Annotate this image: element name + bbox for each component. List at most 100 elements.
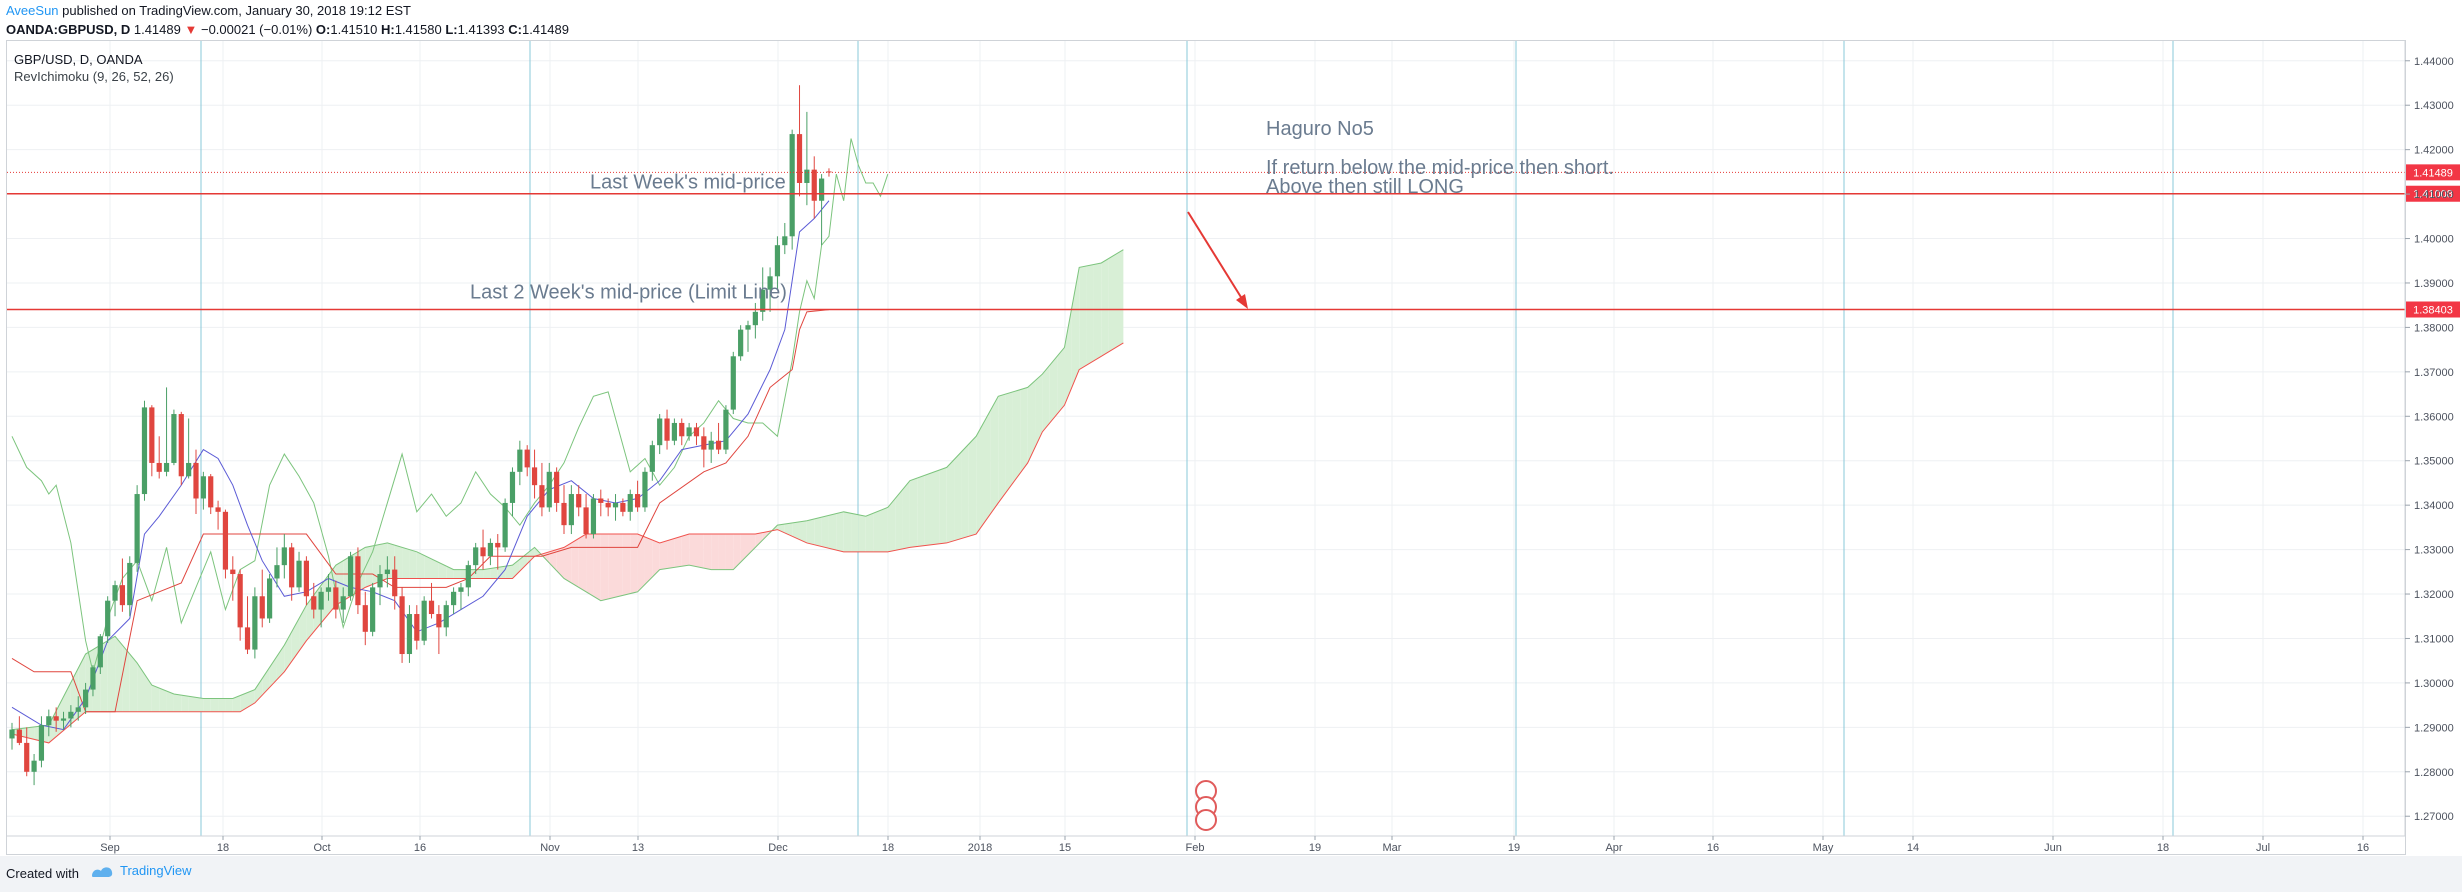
candle-body [554, 471, 560, 503]
candle-body [244, 627, 251, 650]
chart-legend-title[interactable]: GBP/USD, D, OANDA [14, 52, 143, 67]
candle-body [443, 605, 449, 628]
candle-body [90, 667, 96, 690]
price-axis-label: 1.37000 [2414, 367, 2454, 379]
time-axis-label: Jul [2256, 842, 2270, 854]
kumo-cloud [939, 467, 947, 544]
candle-body [745, 325, 751, 330]
kumo-cloud [262, 667, 270, 696]
kumo-cloud [681, 534, 690, 567]
kumo-cloud [505, 565, 513, 579]
candle-body [583, 507, 589, 535]
candle-body [598, 498, 604, 503]
candle-body [767, 276, 773, 290]
price-label-bg [2406, 301, 2460, 318]
current-price-label-bg [2406, 164, 2460, 181]
kumo-cloud [1020, 387, 1028, 473]
tradingview-link[interactable]: TradingView [90, 863, 192, 878]
candle-body [649, 445, 655, 472]
candle-body [752, 311, 758, 326]
candle-body [24, 742, 30, 772]
candle-body [281, 547, 287, 566]
kumo-cloud [689, 534, 697, 567]
price-axis-label: 1.28000 [2414, 767, 2454, 779]
lagging-span [11, 138, 889, 672]
candle-body [134, 494, 140, 563]
kumo-cloud [593, 534, 601, 601]
candle-body [480, 547, 486, 557]
time-axis-label: Oct [313, 842, 330, 854]
candle-body [119, 585, 125, 606]
candle-body [708, 440, 714, 450]
candle-body [819, 178, 825, 201]
candle-body [237, 574, 243, 628]
kumo-cloud [409, 549, 417, 579]
kumo-cloud [1116, 249, 1124, 348]
candle-body [458, 587, 464, 592]
base-line [11, 309, 830, 713]
low-value: 1.41393 [457, 22, 505, 37]
price-change: −0.00021 (−0.01%) [200, 22, 313, 37]
kumo-cloud [600, 534, 609, 601]
kumo-cloud [203, 698, 211, 712]
kumo-cloud [740, 534, 748, 563]
publish-line: AveeSun published on TradingView.com, Ja… [6, 2, 411, 20]
kumo-cloud [998, 394, 1006, 503]
time-axis-label: Apr [1605, 842, 1622, 854]
time-axis-label: 19 [1508, 842, 1520, 854]
kumo-cloud [1042, 365, 1050, 432]
candle-body [60, 718, 67, 721]
time-axis-label: Feb [1186, 842, 1205, 854]
candle-body [68, 711, 74, 719]
short-arrow-line [1187, 211, 1245, 303]
kumo-cloud [181, 695, 189, 712]
event-flag-icon [1195, 809, 1217, 831]
kumo-cloud [188, 696, 196, 712]
kumo-cloud [652, 539, 660, 577]
time-axis-label: 19 [1309, 842, 1321, 854]
kumo-cloud [836, 511, 844, 552]
candle-body [222, 511, 229, 570]
candle-body [200, 476, 206, 499]
candle-body [347, 556, 354, 597]
price-axis-label: 1.36000 [2414, 411, 2454, 423]
candle-body [576, 494, 582, 508]
candle-body [502, 502, 508, 548]
candle-body [436, 614, 442, 628]
time-axis-label: 18 [882, 842, 894, 854]
kumo-cloud [696, 534, 704, 569]
candle-body [399, 596, 405, 655]
open-value: 1.41510 [330, 22, 378, 37]
kumo-cloud [225, 698, 233, 712]
footer-bar: Created with TradingView [0, 856, 2462, 892]
kumo-cloud [151, 685, 160, 712]
kumo-cloud [674, 536, 682, 568]
author-link[interactable]: AveeSun [6, 3, 59, 18]
kumo-cloud [1093, 262, 1102, 361]
kumo-cloud [755, 532, 763, 548]
kumo-cloud [961, 444, 969, 539]
candle-body [487, 542, 493, 557]
kumo-cloud [667, 538, 675, 569]
kumo-cloud [1064, 307, 1072, 406]
kumo-cloud [166, 691, 174, 712]
kumo-cloud [946, 459, 955, 543]
price-chart[interactable]: 1.41008 1.38403 Last Week's mid-price Last … [0, 0, 2462, 856]
candle-body [495, 542, 501, 548]
indicator-legend[interactable]: RevIchimoku (9, 26, 52, 26) [14, 69, 174, 84]
candle-body [804, 169, 810, 183]
kumo-cloud [1027, 380, 1036, 463]
candle-body [760, 289, 766, 312]
kumo-cloud [269, 656, 277, 688]
candle-body [325, 587, 332, 592]
kumo-cloud [615, 534, 623, 598]
candle-body [517, 449, 523, 472]
candle-body [701, 436, 707, 450]
candle-body [303, 560, 309, 597]
kumo-cloud [792, 521, 800, 540]
candle-body [657, 418, 663, 446]
current-price-label: 1.41489 [2413, 167, 2453, 179]
price-axis-label: 1.35000 [2414, 456, 2454, 468]
low-label: L: [445, 22, 458, 37]
candle-body [163, 462, 170, 472]
